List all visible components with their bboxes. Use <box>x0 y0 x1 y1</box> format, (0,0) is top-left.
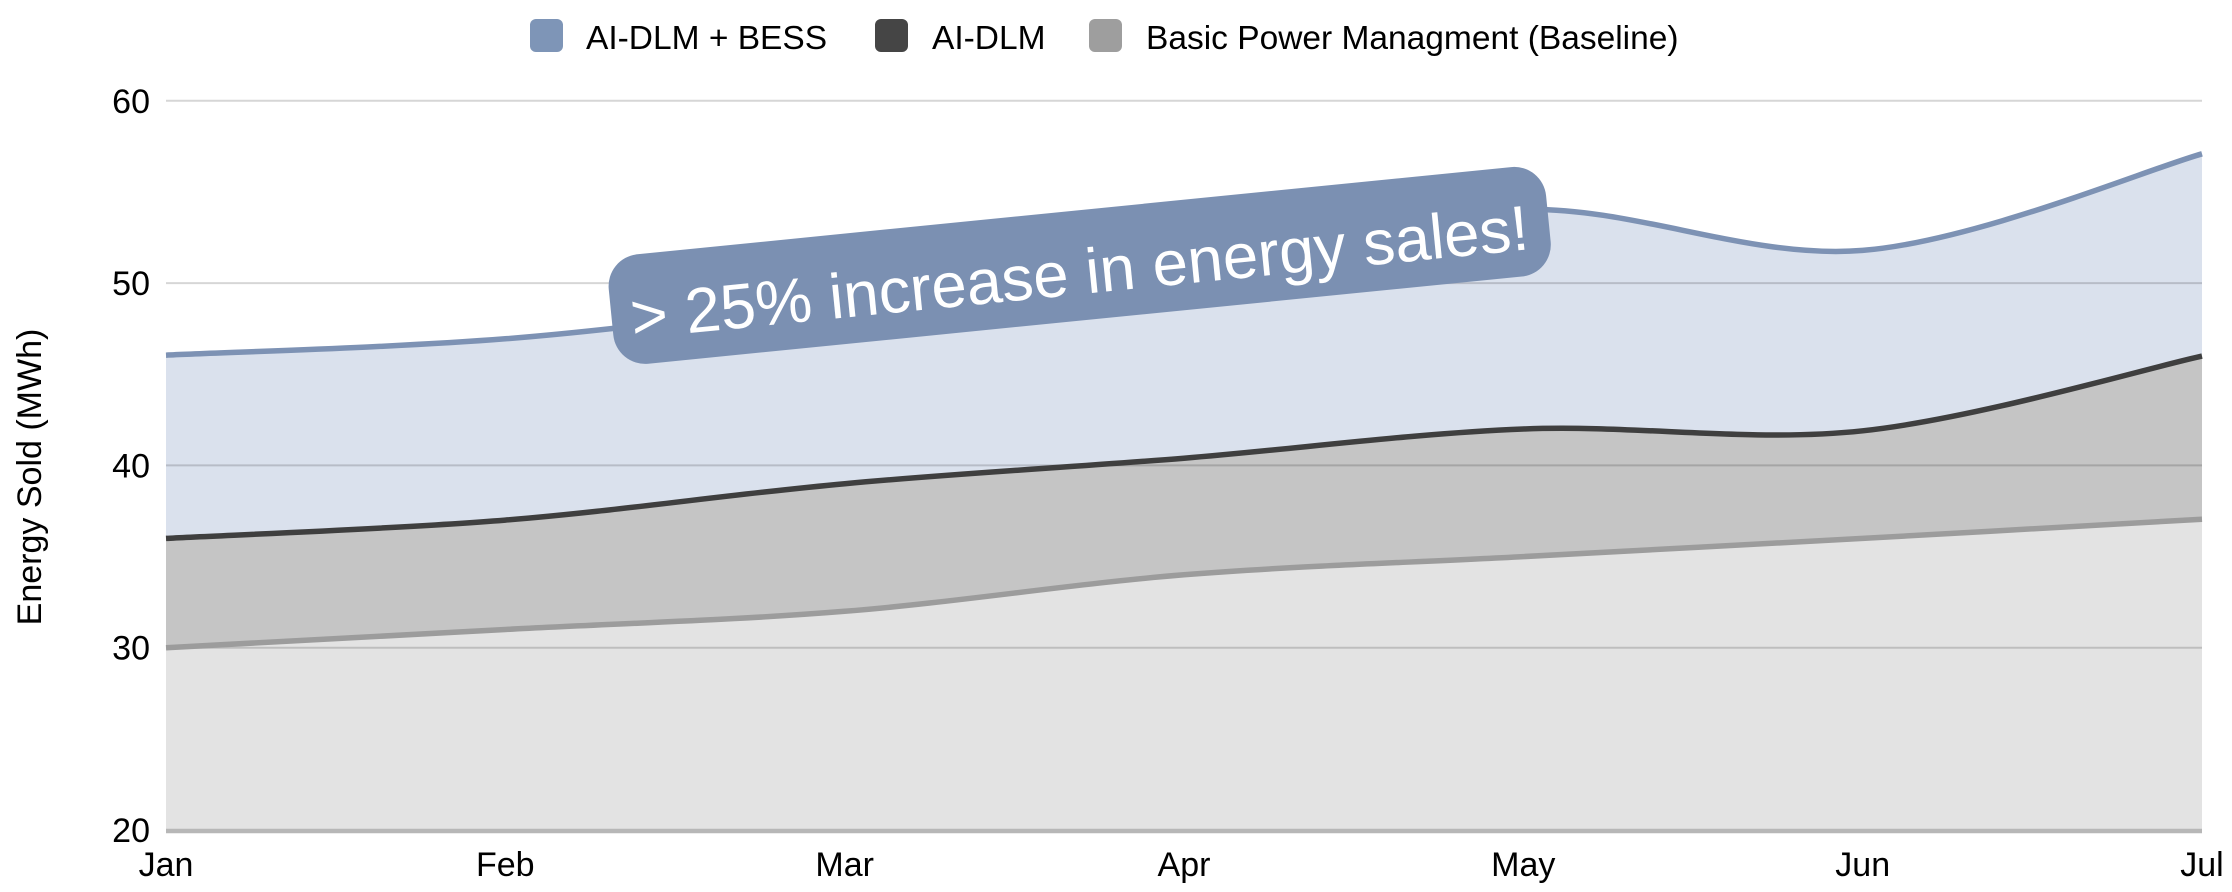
svg-text:Basic Power Managment (Baselin: Basic Power Managment (Baseline) <box>1146 20 1679 57</box>
svg-text:AI-DLM: AI-DLM <box>932 20 1046 57</box>
svg-text:20: 20 <box>112 812 150 850</box>
svg-text:Mar: Mar <box>815 846 874 884</box>
svg-text:60: 60 <box>112 83 150 121</box>
svg-text:50: 50 <box>112 265 150 303</box>
svg-text:Jun: Jun <box>1835 846 1890 884</box>
svg-text:Jul: Jul <box>2180 846 2223 884</box>
svg-text:Jan: Jan <box>139 846 194 884</box>
svg-text:Feb: Feb <box>476 846 535 884</box>
svg-text:May: May <box>1491 846 1555 884</box>
svg-text:30: 30 <box>112 630 150 668</box>
svg-text:Apr: Apr <box>1158 846 1211 884</box>
svg-text:40: 40 <box>112 447 150 485</box>
svg-text:Energy Sold (MWh): Energy Sold (MWh) <box>11 329 49 626</box>
svg-text:AI-DLM + BESS: AI-DLM + BESS <box>586 20 827 57</box>
